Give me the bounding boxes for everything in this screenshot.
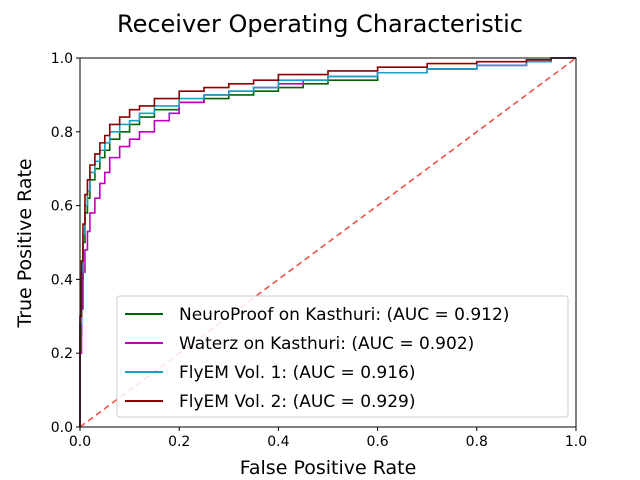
- x-tick-label: 0.8: [466, 434, 488, 450]
- y-tick-label: 0.8: [51, 125, 73, 141]
- legend-entries: NeuroProof on Kasthuri: (AUC = 0.912) Wat…: [125, 305, 509, 412]
- y-axis-label: True Positive Rate: [14, 158, 36, 328]
- y-tick-label: 0.2: [51, 346, 73, 362]
- chart-title: Receiver Operating Characteristic: [117, 10, 523, 38]
- y-tick-label: 0.6: [51, 199, 73, 215]
- x-tick-label: 1.0: [565, 434, 587, 450]
- x-tick-label: 0.6: [366, 434, 388, 450]
- x-tick-label: 0.4: [267, 434, 289, 450]
- legend-label: FlyEM Vol. 1: (AUC = 0.916): [179, 363, 416, 383]
- x-axis-label: False Positive Rate: [240, 457, 417, 479]
- legend-label: FlyEM Vol. 2: (AUC = 0.929): [179, 392, 416, 412]
- x-tick-label: 0.0: [69, 434, 91, 450]
- legend-box: [116, 295, 569, 418]
- y-tick-label: 0.0: [51, 420, 73, 436]
- plot-frame: [79, 57, 577, 428]
- y-tick-label: 1.0: [51, 51, 73, 67]
- legend: NeuroProof on Kasthuri: (AUC = 0.912) Wat…: [116, 295, 569, 418]
- series-line-3: [79, 57, 576, 427]
- legend-label: NeuroProof on Kasthuri: (AUC = 0.912): [179, 305, 509, 325]
- legend-label: Waterz on Kasthuri: (AUC = 0.902): [179, 334, 474, 354]
- y-axis-ticks: 0.0 0.2 0.4 0.6 0.8 1.0: [51, 51, 80, 436]
- x-axis-ticks: 0.0 0.2 0.4 0.6 0.8 1.0: [69, 427, 587, 450]
- series-line-2: [79, 57, 576, 427]
- y-tick-label: 0.4: [51, 272, 73, 288]
- x-tick-label: 0.2: [168, 434, 190, 450]
